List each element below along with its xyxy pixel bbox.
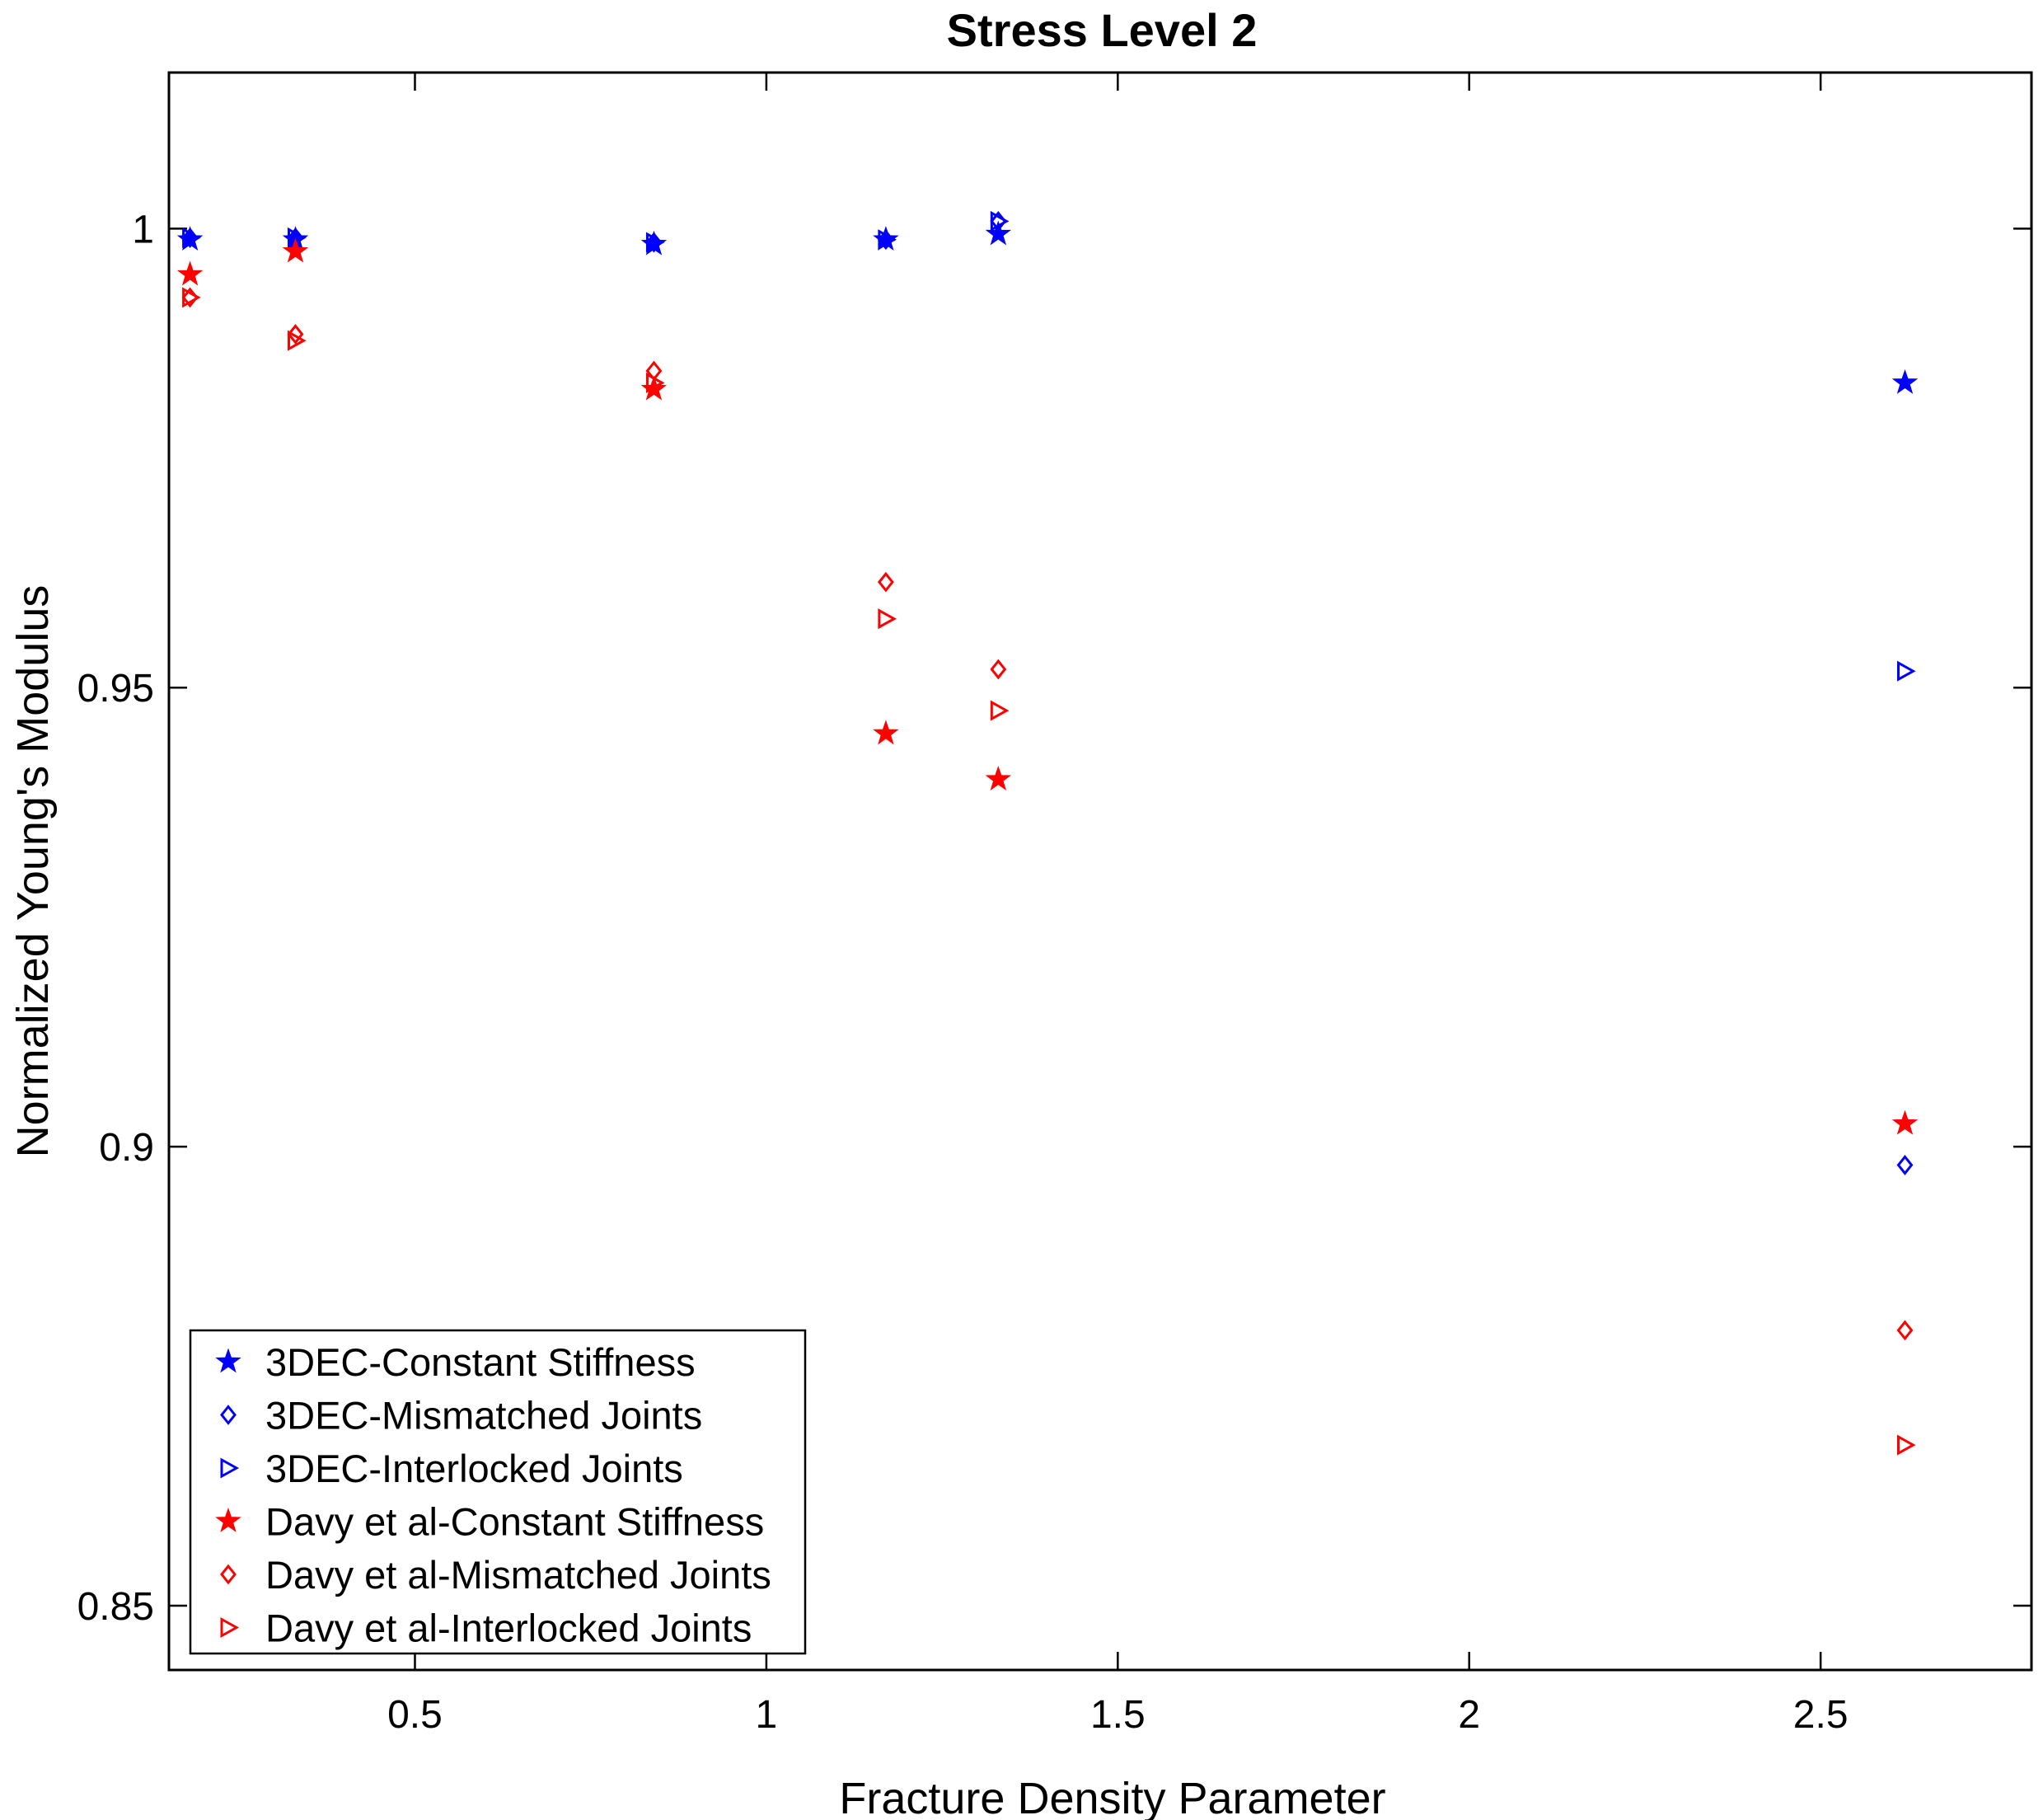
y-tick-label: 0.95 [77,667,154,711]
data-point [176,260,204,286]
data-point [182,227,201,249]
y-tick-label: 1 [132,208,154,251]
y-tick-label: 0.85 [77,1585,154,1629]
data-point [877,571,894,593]
axis-tick-labels: 0.5 1 1.5 2 2.5 0.85 0.9 0.95 1 [77,208,1849,1737]
x-tick-label: 1.5 [1090,1693,1146,1737]
data-point [1896,1320,1914,1341]
x-tick-label: 2 [1458,1693,1480,1737]
legend-entry: Davy et al-Interlocked Joints [265,1607,752,1650]
data-point [182,287,201,308]
legend-entry: 3DEC-Mismatched Joints [265,1394,702,1438]
data-point [990,210,1010,232]
legend: 3DEC-Constant Stiffness 3DEC-Mismatched J… [189,1329,807,1655]
data-point [645,372,665,394]
x-tick-label: 2.5 [1793,1693,1849,1737]
legend-marker [220,1457,240,1479]
x-axis-label: Fracture Density Parameter [839,1774,1385,1820]
legend-box [189,1329,807,1655]
legend-entry: Davy et al-Constant Stiffness [265,1500,764,1544]
data-point [1896,1434,1916,1456]
data-point [282,237,309,263]
data-point [1896,1155,1914,1175]
legend-entry: 3DEC-Constant Stiffness [265,1340,696,1384]
legend-marker [220,1405,237,1425]
data-point [878,229,897,251]
data-point [1896,660,1916,682]
y-axis-label: Normalized Young's Modulus [8,585,58,1158]
legend-marker [215,1507,241,1532]
data-point [645,232,665,253]
chart-title: Stress Level 2 [947,4,1258,56]
data-points [176,210,1919,1456]
data-point [287,324,304,345]
data-point [878,608,897,630]
legend-entry: 3DEC-Interlocked Joints [265,1447,683,1490]
legend-marker [220,1616,240,1639]
data-point [985,766,1012,791]
legend-marker [220,1564,237,1585]
axis-ticks [169,73,2031,1670]
series-davy-et-al-interlocked-joints [182,287,1916,1456]
data-point [990,659,1007,680]
legend-marker [215,1348,241,1373]
data-point [288,330,307,351]
series-davy-et-al-mismatched-joints [181,287,1914,1341]
data-point [873,720,899,745]
data-point [1891,368,1919,394]
legend-entry: Davy et al-Mismatched Joints [265,1553,771,1597]
data-point [990,700,1010,721]
x-tick-label: 1 [756,1693,778,1737]
x-tick-label: 0.5 [387,1693,443,1737]
data-point [1891,1109,1919,1135]
data-point [985,220,1012,246]
y-tick-label: 0.9 [99,1126,154,1170]
